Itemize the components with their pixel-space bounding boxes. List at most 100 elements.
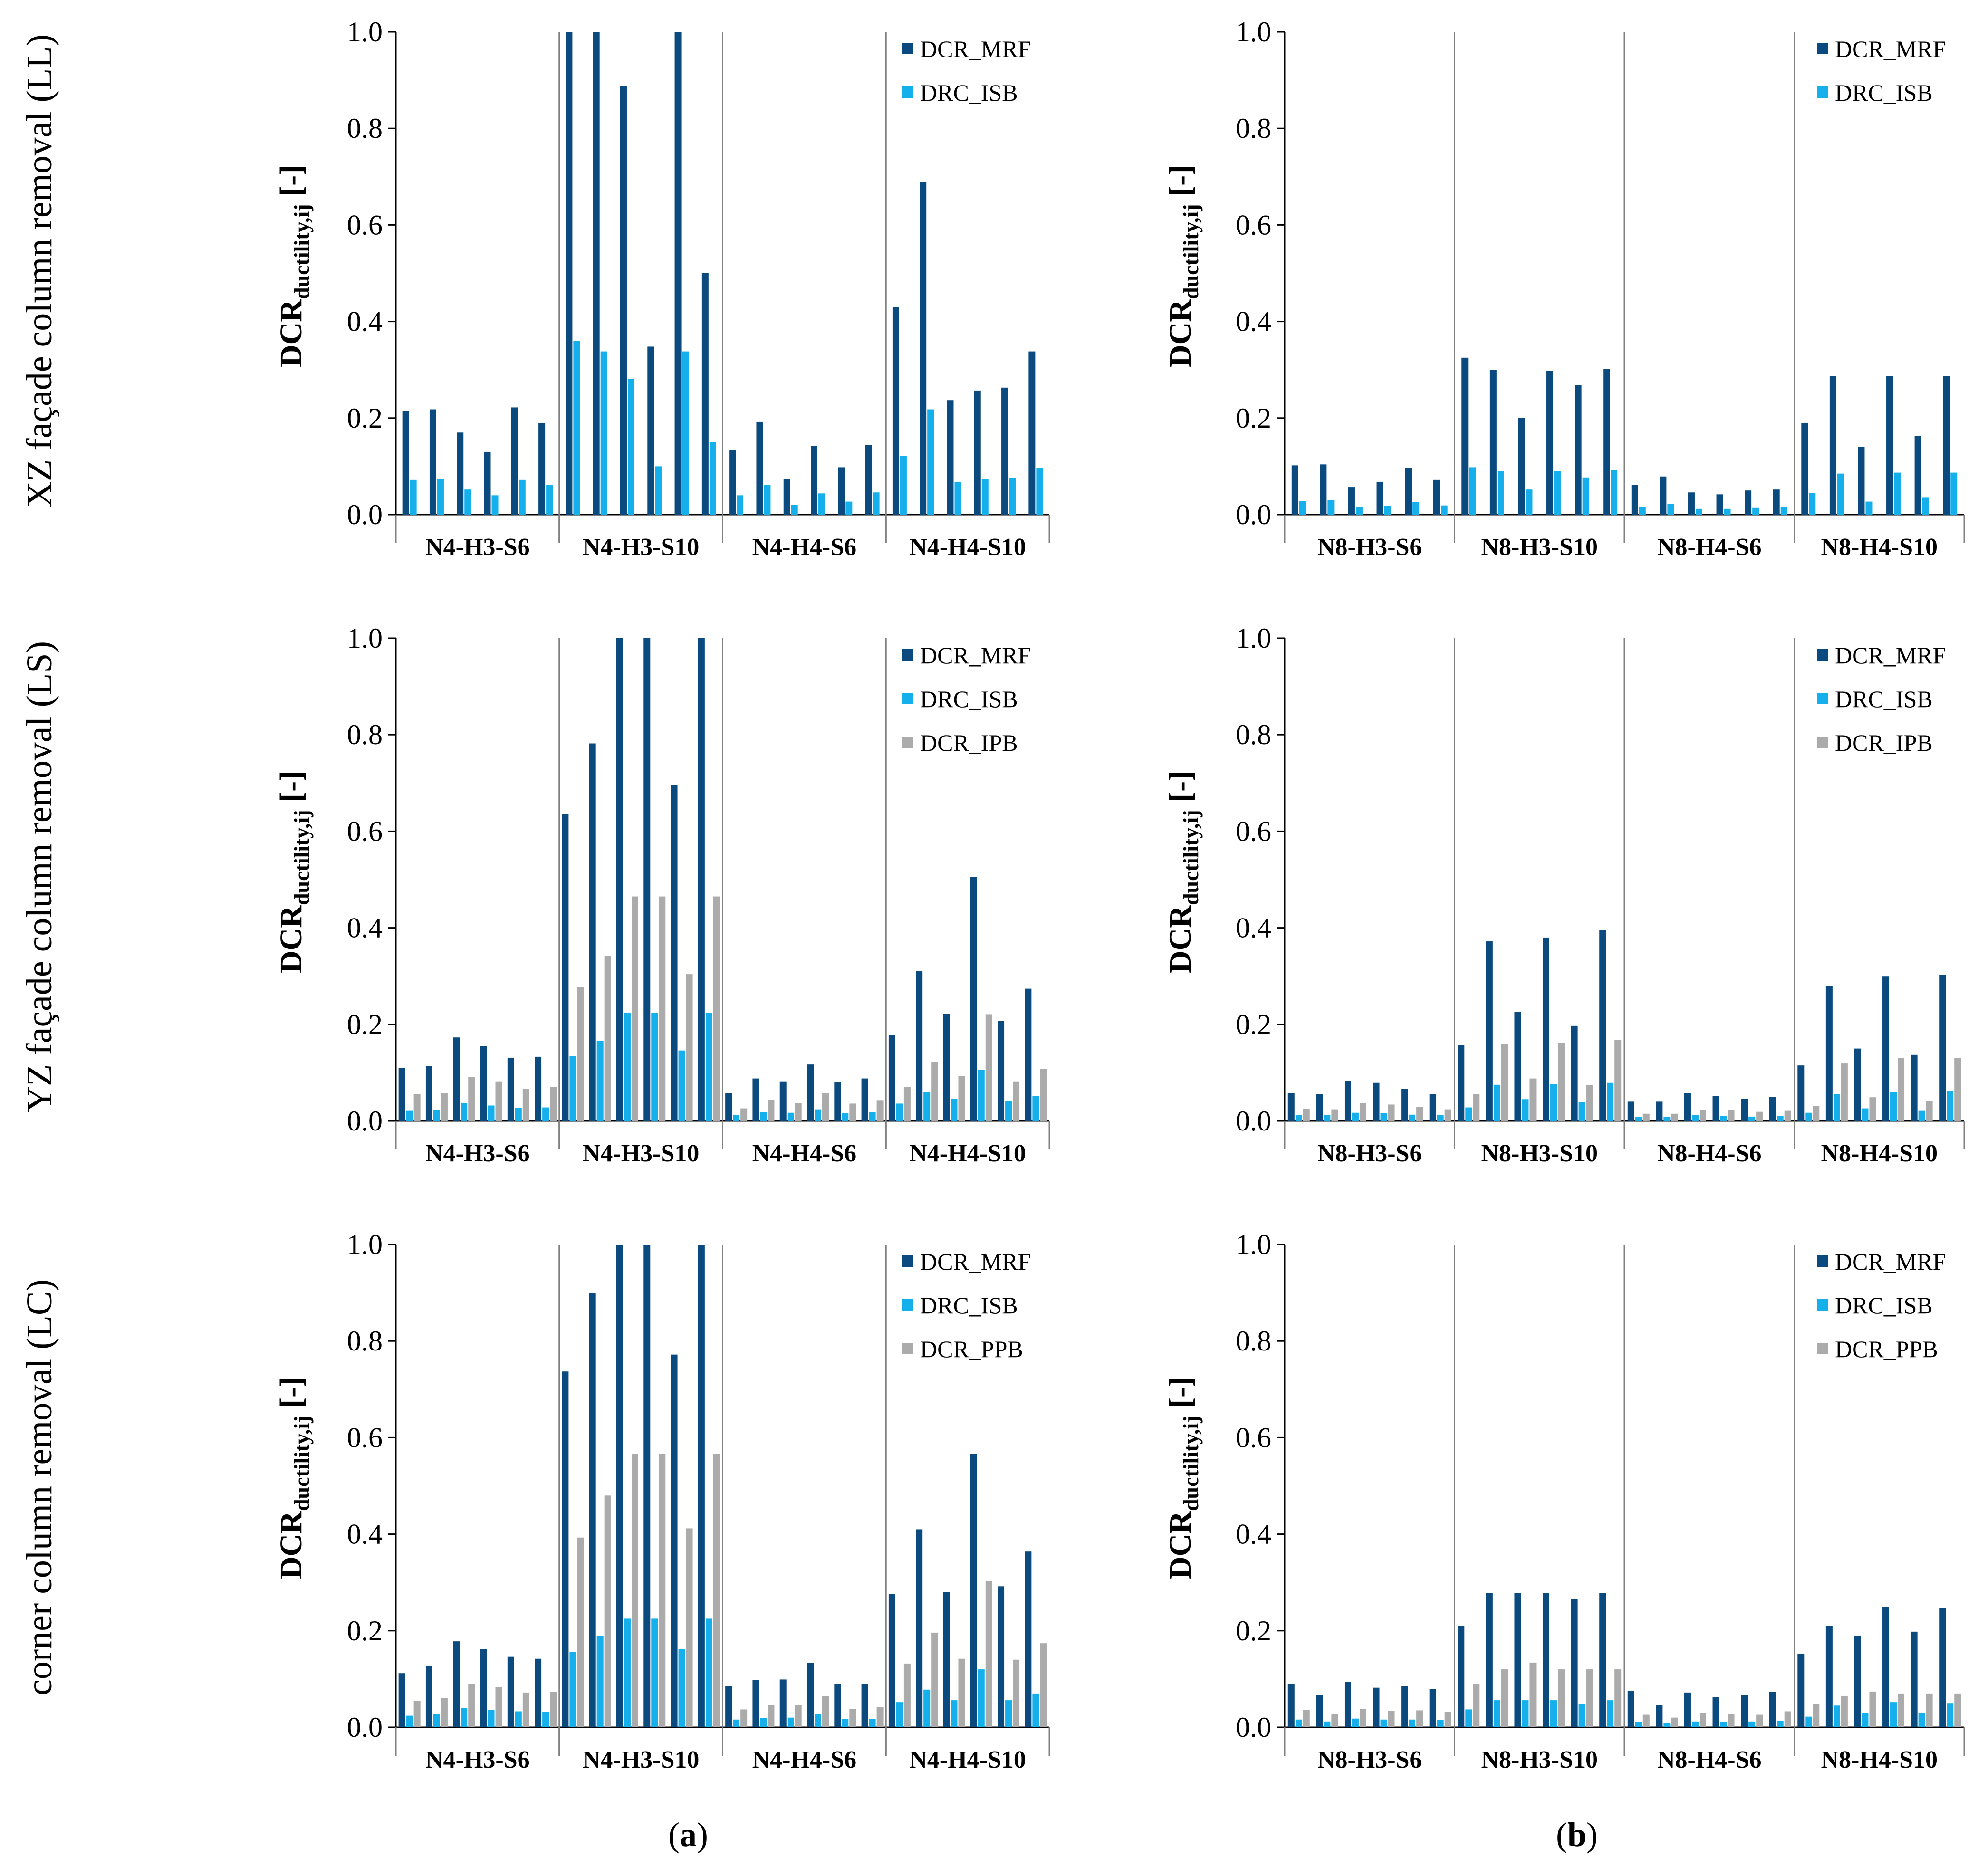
y-tick-label: 0.4 [347, 912, 383, 944]
category-label: N8-H4-S6 [1657, 534, 1762, 561]
bar-dcr-ppb [659, 1454, 666, 1727]
bar-drc-isb [1752, 507, 1759, 515]
bar-dcr-mrf [947, 400, 954, 515]
y-tick-label: 1.0 [347, 622, 383, 654]
bar-drc-isb [569, 1652, 576, 1727]
y-axis-label-sub: ductility,ij [289, 204, 314, 299]
bar-drc-isb [1005, 1700, 1012, 1727]
y-tick-label: 0.6 [347, 815, 383, 847]
y-axis-label-suffix: [-] [1163, 771, 1198, 810]
bar-dcr-mrf [1745, 490, 1752, 515]
bar-drc-isb [1611, 470, 1618, 515]
bar-drc-isb [951, 1700, 958, 1727]
bar-dcr-ppb [686, 1528, 693, 1727]
bar-drc-isb [678, 1649, 685, 1727]
y-tick-label: 0.2 [347, 1615, 383, 1647]
bar-dcr-ppb [1040, 1643, 1047, 1727]
y-axis-label-main: DCR [274, 1511, 308, 1579]
bar-dcr-mrf [453, 1037, 460, 1121]
bar-drc-isb [519, 479, 526, 515]
y-tick-label: 0.2 [347, 402, 383, 434]
legend-label: DRC_ISB [920, 79, 1018, 106]
bar-dcr-mrf [402, 411, 409, 515]
y-axis-label-main: DCR [1163, 905, 1198, 973]
legend-swatch [902, 1343, 913, 1354]
bar-drc-isb [1833, 1094, 1840, 1121]
chart-panel-5: 0.0 0.2 0.4 0.6 0.8 1.0 N8-H3-S6 N8-H3-S10 N8-H4… [1236, 1229, 1965, 1773]
bar-dcr-ipb [1614, 1040, 1622, 1121]
bar-dcr-mrf [916, 971, 923, 1121]
panel-label-close: ) [697, 1816, 708, 1854]
category-label: N8-H3-S6 [1317, 1746, 1422, 1773]
y-tick-label: 0.0 [347, 1712, 383, 1743]
bar-dcr-ppb [903, 1663, 911, 1727]
bar-drc-isb [1635, 1117, 1642, 1121]
bar-dcr-ipb [631, 896, 638, 1121]
panel-label-open: ( [668, 1816, 680, 1854]
y-tick-label: 1.0 [347, 1229, 383, 1260]
bar-drc-isb [1950, 472, 1958, 515]
bar-drc-isb [1805, 1112, 1812, 1121]
bar-dcr-mrf [566, 32, 573, 515]
y-axis-label-main: DCR [274, 905, 308, 973]
bar-dcr-ppb [1671, 1717, 1678, 1727]
bar-dcr-ipb [849, 1103, 856, 1121]
y-axis-label-b-row3: DCRductility,ij [-] [1163, 1377, 1203, 1579]
bar-dcr-mrf [1316, 1695, 1323, 1727]
bar-dcr-mrf [1373, 1687, 1380, 1727]
bar-dcr-mrf [1939, 1608, 1946, 1727]
bar-dcr-mrf [1684, 1093, 1691, 1121]
bar-drc-isb [733, 1115, 740, 1121]
bar-dcr-mrf [1543, 1593, 1550, 1727]
bar-dcr-mrf [1001, 387, 1008, 515]
y-axis-label-main: DCR [274, 299, 308, 367]
bar-dcr-mrf [1376, 481, 1383, 515]
bar-drc-isb [760, 1112, 767, 1121]
bar-dcr-ppb [1558, 1669, 1565, 1727]
bar-drc-isb [1918, 1110, 1925, 1121]
y-tick-label: 0.4 [1236, 306, 1271, 337]
bar-drc-isb [1837, 473, 1844, 515]
bar-drc-isb [1493, 1700, 1500, 1727]
category-label: N4-H3-S10 [583, 1140, 700, 1167]
y-tick-label: 0.6 [1236, 209, 1271, 240]
bar-drc-isb [978, 1070, 985, 1121]
bar-dcr-ppb [958, 1658, 965, 1727]
y-tick-label: 0.8 [347, 113, 383, 144]
category-label: N4-H3-S10 [583, 534, 700, 561]
bar-dcr-mrf [1316, 1094, 1323, 1121]
y-tick-label: 0.8 [1236, 719, 1271, 750]
bar-drc-isb [1777, 1721, 1784, 1727]
legend-swatch [902, 737, 913, 748]
bar-dcr-ppb [1013, 1659, 1020, 1727]
y-tick-label: 0.0 [1236, 1712, 1271, 1743]
bar-dcr-mrf [811, 446, 818, 515]
bar-drc-isb [682, 351, 689, 515]
bar-dcr-ppb [413, 1701, 421, 1727]
row-label-lc: corner column removal (LC) [19, 1279, 59, 1695]
legend-swatch [1817, 43, 1828, 54]
bar-dcr-ipb [1699, 1110, 1706, 1121]
bar-drc-isb [1777, 1116, 1784, 1121]
y-axis-label-a-row3: DCRductility,ij [-] [274, 1377, 314, 1579]
y-tick-label: 0.8 [1236, 113, 1271, 144]
bar-dcr-ppb [931, 1632, 938, 1727]
bar-dcr-mrf [1486, 1593, 1493, 1727]
bar-dcr-ipb [1898, 1058, 1905, 1121]
bar-dcr-ipb [1416, 1107, 1423, 1121]
bar-dcr-ppb [1388, 1711, 1395, 1727]
bar-drc-isb [655, 466, 662, 515]
bar-dcr-mrf [507, 1656, 514, 1727]
category-label: N4-H4-S10 [909, 1746, 1026, 1773]
bar-dcr-mrf [538, 422, 546, 515]
bar-drc-isb [1809, 493, 1816, 515]
y-tick-label: 1.0 [1236, 1229, 1271, 1260]
bar-drc-isb [406, 1110, 413, 1121]
bar-dcr-mrf [1401, 1089, 1408, 1121]
bar-dcr-ppb [550, 1692, 557, 1727]
bar-drc-isb [1412, 502, 1420, 515]
chart-panel-3: 0.0 0.2 0.4 0.6 0.8 1.0 N8-H3-S6 N8-H3-S10 N8-H4… [1236, 622, 1965, 1167]
bar-dcr-mrf [398, 1673, 405, 1727]
y-axis-label-main: DCR [1163, 299, 1198, 367]
